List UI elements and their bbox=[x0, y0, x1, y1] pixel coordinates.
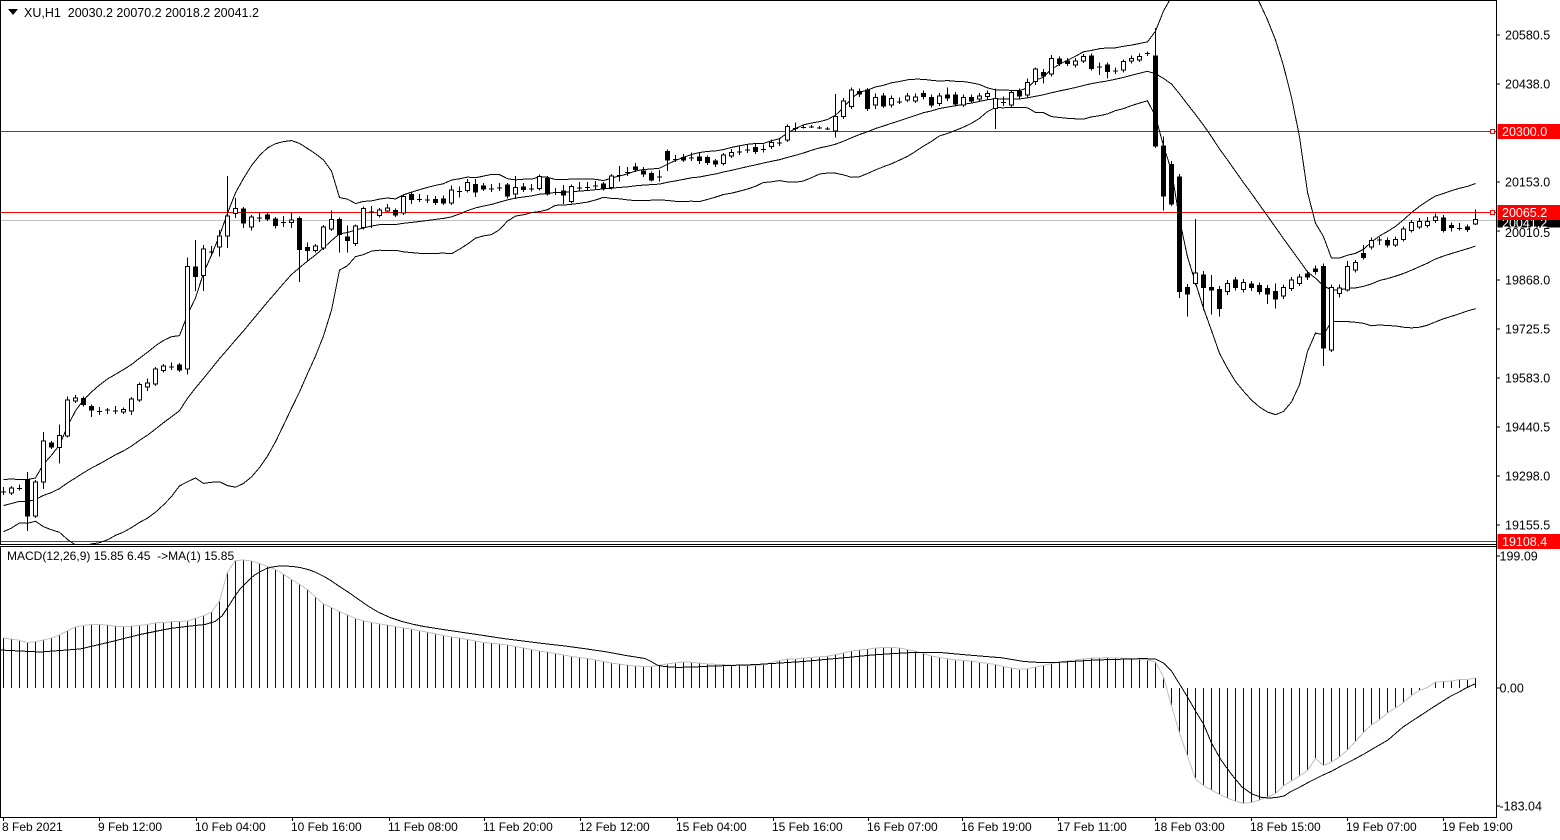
svg-text:19298.0: 19298.0 bbox=[1505, 469, 1550, 483]
svg-text:20438.0: 20438.0 bbox=[1505, 77, 1550, 91]
svg-text:19 Feb 19:00: 19 Feb 19:00 bbox=[1442, 820, 1513, 834]
svg-text:8 Feb 2021: 8 Feb 2021 bbox=[2, 820, 63, 834]
svg-text:0.00: 0.00 bbox=[1500, 682, 1524, 696]
svg-text:15 Feb 04:00: 15 Feb 04:00 bbox=[676, 820, 747, 834]
svg-text:11 Feb 08:00: 11 Feb 08:00 bbox=[388, 820, 458, 834]
svg-text:16 Feb 07:00: 16 Feb 07:00 bbox=[867, 820, 938, 834]
svg-text:19 Feb 07:00: 19 Feb 07:00 bbox=[1346, 820, 1417, 834]
svg-text:18 Feb 03:00: 18 Feb 03:00 bbox=[1154, 820, 1225, 834]
svg-text:19583.0: 19583.0 bbox=[1505, 371, 1550, 385]
svg-text:10 Feb 16:00: 10 Feb 16:00 bbox=[291, 820, 362, 834]
svg-text:20065.2: 20065.2 bbox=[1502, 206, 1547, 220]
svg-text:11 Feb 20:00: 11 Feb 20:00 bbox=[483, 820, 553, 834]
svg-text:18 Feb 15:00: 18 Feb 15:00 bbox=[1250, 820, 1321, 834]
svg-text:20153.0: 20153.0 bbox=[1505, 175, 1550, 189]
svg-text:19108.4: 19108.4 bbox=[1502, 535, 1547, 549]
svg-text:19440.5: 19440.5 bbox=[1505, 420, 1550, 434]
svg-text:19868.0: 19868.0 bbox=[1505, 273, 1550, 287]
svg-text:MACD(12,26,9) 15.85 6.45 ->MA: MACD(12,26,9) 15.85 6.45 ->MA(1) 15.85 bbox=[7, 549, 234, 563]
svg-text:20300.0: 20300.0 bbox=[1502, 125, 1547, 139]
svg-text:-183.04: -183.04 bbox=[1500, 800, 1542, 814]
svg-text:9 Feb 12:00: 9 Feb 12:00 bbox=[98, 820, 162, 834]
svg-text:16 Feb 19:00: 16 Feb 19:00 bbox=[961, 820, 1032, 834]
svg-text:19725.5: 19725.5 bbox=[1505, 322, 1550, 336]
svg-text:15 Feb 16:00: 15 Feb 16:00 bbox=[772, 820, 843, 834]
svg-text:20010.5: 20010.5 bbox=[1505, 226, 1550, 240]
svg-text:19155.5: 19155.5 bbox=[1505, 518, 1550, 532]
svg-text:20580.5: 20580.5 bbox=[1505, 29, 1550, 43]
svg-text:17 Feb 11:00: 17 Feb 11:00 bbox=[1057, 820, 1127, 834]
svg-text:10 Feb 04:00: 10 Feb 04:00 bbox=[195, 820, 266, 834]
svg-text:XU,H1 20030.2 20070.2 20018.2: XU,H1 20030.2 20070.2 20018.2 20041.2 bbox=[24, 6, 259, 20]
svg-text:199.09: 199.09 bbox=[1500, 550, 1538, 564]
svg-text:12 Feb 12:00: 12 Feb 12:00 bbox=[579, 820, 650, 834]
